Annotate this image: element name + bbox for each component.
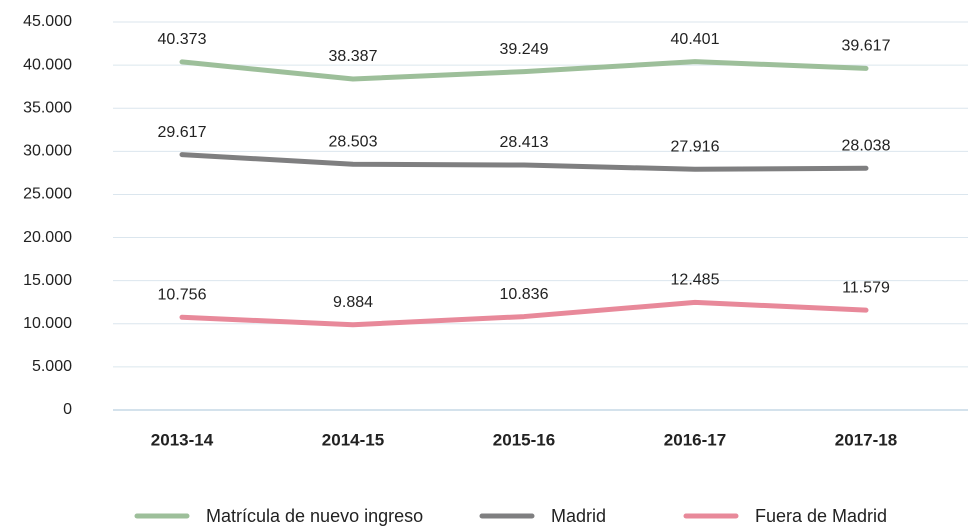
data-label: 39.617 bbox=[842, 38, 891, 55]
data-label: 27.916 bbox=[671, 139, 720, 156]
series-line bbox=[179, 59, 869, 82]
x-tick-label: 2015-16 bbox=[493, 430, 555, 449]
y-tick-label: 25.000 bbox=[23, 186, 72, 203]
data-label: 39.249 bbox=[500, 41, 549, 58]
x-tick-label: 2014-15 bbox=[322, 430, 384, 449]
data-label: 10.836 bbox=[500, 286, 549, 303]
data-label: 10.756 bbox=[158, 286, 207, 303]
x-tick-label: 2017-18 bbox=[835, 430, 897, 449]
x-tick-label: 2016-17 bbox=[664, 430, 726, 449]
y-tick-label: 30.000 bbox=[23, 143, 72, 160]
y-tick-label: 40.000 bbox=[23, 56, 72, 73]
data-label: 11.579 bbox=[842, 279, 890, 296]
data-label: 28.038 bbox=[842, 137, 891, 154]
data-label: 12.485 bbox=[671, 272, 720, 289]
data-label: 40.373 bbox=[158, 31, 207, 48]
y-tick-label: 35.000 bbox=[23, 99, 72, 116]
data-label: 28.503 bbox=[329, 133, 378, 150]
y-tick-label: 0 bbox=[63, 401, 72, 418]
legend-label: Fuera de Madrid bbox=[755, 506, 887, 526]
data-label: 29.617 bbox=[158, 124, 207, 141]
y-tick-label: 5.000 bbox=[32, 358, 72, 375]
legend-label: Matrícula de nuevo ingreso bbox=[206, 506, 423, 526]
y-tick-label: 45.000 bbox=[23, 13, 72, 30]
series-line bbox=[179, 299, 869, 328]
series-line bbox=[179, 152, 869, 172]
y-tick-label: 10.000 bbox=[23, 315, 72, 332]
data-label: 9.884 bbox=[333, 294, 373, 311]
data-label: 28.413 bbox=[500, 134, 549, 151]
data-label: 38.387 bbox=[329, 48, 378, 65]
x-tick-label: 2013-14 bbox=[151, 430, 214, 449]
y-tick-label: 15.000 bbox=[23, 272, 72, 289]
y-tick-label: 20.000 bbox=[23, 229, 72, 246]
legend-label: Madrid bbox=[551, 506, 606, 526]
data-label: 40.401 bbox=[671, 31, 720, 48]
